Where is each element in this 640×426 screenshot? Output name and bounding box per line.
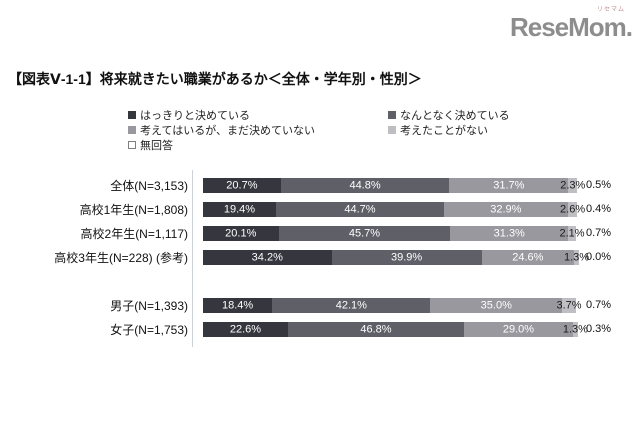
segment-value-label: 24.6% (512, 251, 544, 263)
segment-value-label: 22.6% (229, 323, 262, 335)
logo-wordmark: ReseMom. (509, 12, 633, 42)
segment-value-label: 19.4% (223, 203, 256, 215)
segment-value-label: 2.6% (560, 203, 586, 215)
outside-value-label: 0.0% (586, 251, 612, 263)
segment-value-label: 1.3% (564, 251, 590, 263)
outside-value-label: 0.7% (586, 299, 612, 311)
bar-segment: 32.9% (444, 202, 568, 217)
legend-swatch (128, 140, 136, 149)
bar-segment: 44.8% (280, 178, 450, 193)
category-label: 高校3年生(N=228) (参考) (54, 251, 188, 265)
bar-segment: 2.6% (560, 202, 585, 217)
segment-value-label: 20.7% (226, 179, 258, 191)
category-label: 男子(N=1,393) (110, 299, 188, 313)
bar-row: 34.2% 39.9% 24.6% 1.3% (203, 250, 589, 265)
segment-value-label: 1.3% (562, 323, 588, 335)
segment-value-label: 29.0% (502, 323, 535, 335)
bar-segment: 24.6% (481, 250, 575, 265)
resemom-logo: リセマム ReseMom. (509, 6, 633, 42)
bar-segment: 1.3% (563, 322, 588, 337)
legend-swatch (388, 125, 396, 134)
bar-row: 19.4% 44.7% 32.9% 2.6% (203, 202, 585, 217)
legend-item: なんとなく決めている (388, 107, 510, 122)
segment-value-label: 2.1% (559, 227, 585, 239)
bar-segment: 45.7% (278, 226, 451, 241)
segment-value-label: 32.9% (490, 203, 522, 215)
legend-swatch (388, 110, 396, 119)
outside-value-label: 0.7% (586, 227, 612, 239)
category-label: 高校1年生(N=1,808) (79, 203, 188, 217)
legend-swatch (128, 125, 136, 134)
bar-row: 20.7% 44.8% 31.7% 2.3% (203, 178, 585, 193)
bar-segment: 29.0% (463, 322, 573, 337)
segment-value-label: 18.4% (221, 299, 254, 311)
category-label: 高校2年生(N=1,117) (80, 227, 188, 241)
segment-value-label: 46.8% (360, 323, 392, 335)
category-axis-line (192, 170, 193, 347)
legend-label: 無回答 (140, 139, 173, 152)
logo-ruby-text: リセマム (596, 7, 625, 13)
outside-value-label: 0.4% (586, 203, 612, 215)
legend-label: 考えてはいるが、まだ決めていない (140, 124, 316, 137)
bar-segment: 31.3% (450, 226, 569, 241)
segment-value-label: 35.0% (480, 299, 512, 311)
bar-segment: 20.1% (203, 226, 279, 241)
bar-segment: 3.7% (556, 298, 582, 313)
bar-segment: 34.2% (203, 250, 332, 265)
legend-item: 考えたことがない (388, 122, 488, 137)
chart-title: 【図表Ⅴ-1-1】将来就きたい職業があるか＜全体・学年別・性別＞ (8, 71, 422, 88)
bar-segment: 19.4% (203, 202, 276, 217)
category-label: 全体(N=3,153) (110, 179, 188, 193)
bar-row: 22.6% 46.8% 29.0% 1.3% (203, 322, 588, 337)
bar-segment: 44.7% (275, 202, 444, 217)
bar-segment: 1.3% (564, 250, 589, 265)
legend-label: なんとなく決めている (400, 109, 510, 122)
segment-value-label: 44.7% (344, 203, 376, 215)
legend-swatch (128, 110, 136, 119)
segment-value-label: 31.7% (493, 179, 525, 191)
segment-value-label: 42.1% (335, 299, 367, 311)
legend: はっきりと決めている なんとなく決めている考えてはいるが、まだ決めていない 考えたこ… (128, 107, 608, 155)
bar-segment: 39.9% (331, 250, 482, 265)
bar-segment: 22.6% (203, 322, 288, 337)
segment-value-label: 45.7% (348, 227, 381, 239)
legend-item: はっきりと決めている (128, 107, 250, 122)
outside-value-label: 0.5% (586, 179, 612, 191)
bar-segment: 46.8% (287, 322, 464, 337)
bar-segment: 35.0% (430, 298, 563, 313)
segment-value-label: 39.9% (390, 251, 423, 263)
bar-segment: 31.7% (449, 178, 569, 193)
category-label: 女子(N=1,753) (110, 323, 188, 337)
bar-segment: 42.1% (272, 298, 431, 313)
legend-item: 考えてはいるが、まだ決めていない (128, 122, 315, 137)
segment-value-label: 20.1% (225, 227, 257, 239)
bar-segment: 2.3% (560, 178, 585, 193)
bar-segment: 18.4% (203, 298, 273, 313)
segment-value-label: 34.2% (251, 251, 283, 263)
bar-row: 18.4% 42.1% 35.0% 3.7% (203, 298, 582, 313)
segment-value-label: 3.7% (556, 299, 582, 311)
bar-row: 20.1% 45.7% 31.3% 2.1% (203, 226, 585, 241)
segment-value-label: 31.3% (493, 227, 525, 239)
bar-segment: 20.7% (203, 178, 281, 193)
legend-item: 無回答 (128, 137, 173, 152)
segment-value-label: 2.3% (560, 179, 586, 191)
bar-segment: 2.1% (559, 226, 585, 241)
outside-value-label: 0.3% (586, 323, 612, 335)
legend-label: 考えたことがない (400, 124, 488, 137)
legend-label: はっきりと決めている (140, 109, 250, 122)
segment-value-label: 44.8% (349, 179, 381, 191)
